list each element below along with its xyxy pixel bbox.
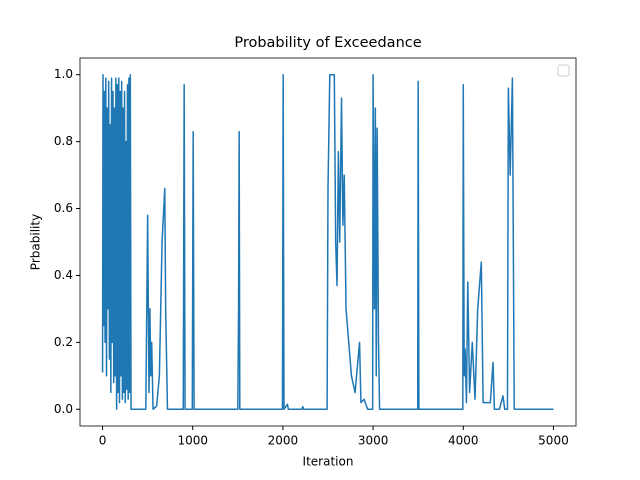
x-tick-label: 0	[99, 434, 107, 448]
x-tick-label: 5000	[538, 434, 569, 448]
x-axis-label: Iteration	[303, 455, 354, 469]
x-tick-label: 4000	[448, 434, 479, 448]
x-tick-label: 2000	[268, 434, 299, 448]
y-tick-label: 0.8	[54, 134, 73, 148]
y-tick-label: 1.0	[54, 67, 73, 81]
x-tick-label: 3000	[358, 434, 389, 448]
y-tick-label: 0.0	[54, 402, 73, 416]
data-line	[101, 73, 554, 411]
y-tick-label: 0.4	[54, 268, 73, 282]
legend	[557, 64, 570, 77]
y-axis-label: Prbability	[29, 214, 43, 270]
x-tick-label: 1000	[177, 434, 208, 448]
chart-title: Probability of Exceedance	[234, 35, 421, 51]
y-tick-label: 0.6	[54, 201, 73, 215]
axes-frame	[79, 57, 577, 427]
y-tick-label: 0.2	[54, 335, 73, 349]
